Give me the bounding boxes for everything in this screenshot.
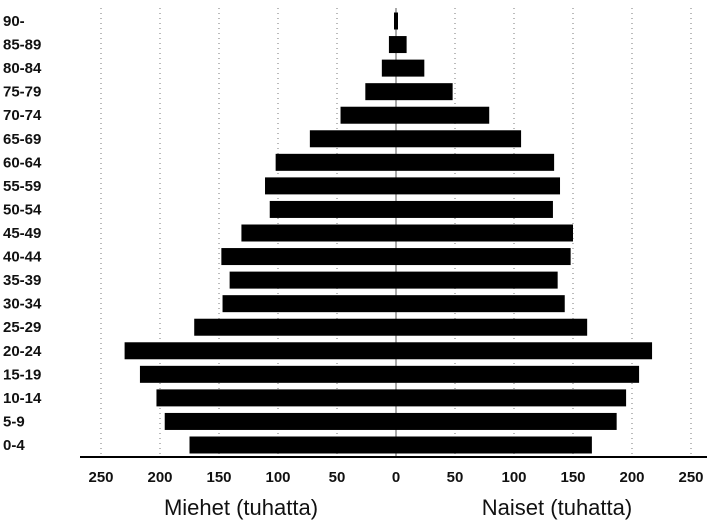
age-group-label: 45-49 [3,225,41,242]
female-bar-0-4 [396,436,592,454]
age-group-label: 20-24 [3,343,42,360]
male-bar-5-9 [164,412,396,430]
female-bar-60-64 [396,153,555,171]
female-bar-65-69 [396,130,522,148]
male-bar-55-59 [265,177,396,195]
age-group-label: 60-64 [3,154,42,171]
male-bar-60-64 [275,153,396,171]
female-bar-30-34 [396,295,565,313]
age-group-label: 70-74 [3,107,42,124]
male-bar-20-24 [124,342,396,360]
x-tick-label: 150 [560,469,585,486]
female-bar-45-49 [396,224,573,242]
male-bar-25-29 [194,318,396,336]
male-bar-15-19 [139,365,396,383]
male-bar-0-4 [189,436,396,454]
female-bar-50-54 [396,200,553,218]
male-bar-90- [394,12,396,30]
male-bar-70-74 [340,106,396,124]
x-tick-label: 0 [392,469,400,486]
x-tick-label: 50 [329,469,346,486]
x-tick-labels: 250 200 150 100 50 0 50 100 150 200 250 [88,469,703,486]
age-group-label: 10-14 [3,390,42,407]
male-bar-85-89 [388,36,396,54]
x-tick-label: 250 [88,469,113,486]
male-bar-65-69 [309,130,396,148]
age-group-label: 15-19 [3,366,41,383]
x-axis-title-right: Naiset (tuhatta) [482,495,632,520]
age-group-label: 55-59 [3,178,41,195]
age-group-labels: 0-4 5-9 10-14 15-19 20-24 25-29 30-34 35-39 40-4… [3,13,42,454]
x-tick-label: 200 [619,469,644,486]
x-tick-label: 50 [447,469,464,486]
female-bar-35-39 [396,271,558,289]
female-bar-85-89 [396,36,407,54]
female-bar-10-14 [396,389,627,407]
age-group-label: 5-9 [3,413,25,430]
male-bar-45-49 [241,224,396,242]
x-tick-label: 150 [206,469,231,486]
female-bar-55-59 [396,177,561,195]
age-group-label: 30-34 [3,296,42,313]
female-bar-5-9 [396,412,617,430]
age-group-label: 50-54 [3,201,42,218]
male-bar-10-14 [156,389,396,407]
male-bar-40-44 [221,248,396,266]
female-bar-75-79 [396,83,453,101]
x-tick-label: 250 [678,469,703,486]
age-group-label: 80-84 [3,60,42,77]
x-tick-label: 200 [147,469,172,486]
male-bar-80-84 [381,59,396,77]
age-group-label: 40-44 [3,249,42,266]
x-axis-title-left: Miehet (tuhatta) [164,495,318,520]
age-group-label: 85-89 [3,37,41,54]
age-group-label: 0-4 [3,437,25,454]
male-bar-35-39 [229,271,396,289]
female-bar-25-29 [396,318,588,336]
age-group-label: 65-69 [3,131,41,148]
female-bar-15-19 [396,365,640,383]
age-group-label: 25-29 [3,319,41,336]
male-bar-30-34 [222,295,396,313]
x-tick-label: 100 [265,469,290,486]
female-bar-80-84 [396,59,425,77]
female-bar-70-74 [396,106,490,124]
female-bar-20-24 [396,342,653,360]
female-bar-90- [396,12,398,30]
x-tick-label: 100 [501,469,526,486]
age-group-label: 35-39 [3,272,41,289]
age-group-label: 75-79 [3,84,41,101]
female-bar-40-44 [396,248,571,266]
bars [124,12,653,454]
male-bar-50-54 [269,200,396,218]
age-group-label: 90- [3,13,25,30]
male-bar-75-79 [365,83,396,101]
